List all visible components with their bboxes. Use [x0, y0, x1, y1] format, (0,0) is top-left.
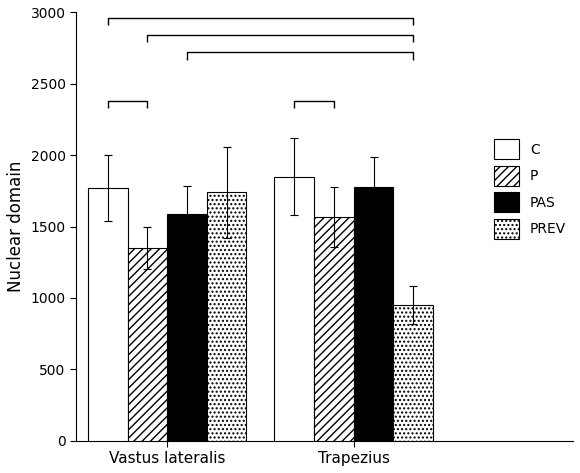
Legend: C, P, PAS, PREV: C, P, PAS, PREV [494, 139, 566, 239]
Bar [393, 305, 433, 441]
Bar [167, 214, 207, 441]
Bar [274, 176, 314, 441]
Bar [207, 193, 246, 441]
Bar [354, 186, 393, 441]
Bar [88, 188, 128, 441]
Bar [128, 248, 167, 441]
Y-axis label: Nuclear domain: Nuclear domain [7, 161, 25, 292]
Bar [314, 217, 354, 441]
